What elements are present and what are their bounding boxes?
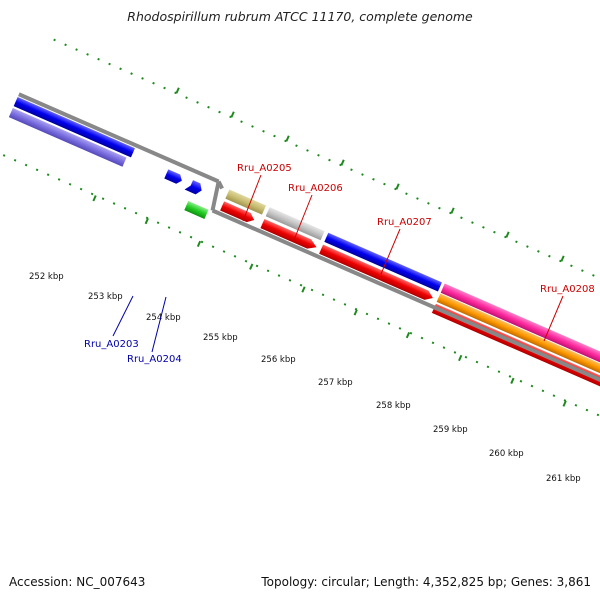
- genome-backbone: [18, 92, 600, 399]
- gene-label-rru-a0203[interactable]: Rru_A0203: [84, 339, 139, 350]
- gene-small-blue-2[interactable]: [184, 179, 204, 196]
- kbp-label: 254 kbp: [146, 313, 181, 323]
- gene-rru-a0207[interactable]: [324, 232, 442, 292]
- gene-label-rru-a0208[interactable]: Rru_A0208: [540, 284, 595, 295]
- kbp-label: 255 kbp: [203, 333, 238, 343]
- map-title: Rhodospirillum rubrum ATCC 11170, comple…: [127, 9, 473, 24]
- inner-tick-track: [2, 154, 600, 425]
- kbp-label: 261 kbp: [546, 474, 581, 484]
- gene-small-blue-1[interactable]: [164, 169, 184, 185]
- gene-label-rru-a0206[interactable]: Rru_A0206: [288, 183, 343, 194]
- gene-gray[interactable]: [265, 207, 325, 241]
- gene-label-rru-a0204[interactable]: Rru_A0204: [127, 354, 182, 365]
- gene-label-rru-a0205[interactable]: Rru_A0205: [237, 163, 292, 174]
- kbp-label: 253 kbp: [88, 292, 123, 302]
- kbp-label: 258 kbp: [376, 401, 411, 411]
- gene-label-rru-a0207[interactable]: Rru_A0207: [377, 217, 432, 228]
- gene-rru-a0208[interactable]: [440, 283, 600, 381]
- topology-text: Topology: circular; Length: 4,352,825 bp…: [261, 575, 591, 589]
- gene-orange[interactable]: [436, 293, 600, 390]
- kbp-label: 256 kbp: [261, 355, 296, 365]
- gene-red-arrow-2[interactable]: [260, 218, 318, 252]
- gene-red-arrow-1[interactable]: [220, 201, 256, 224]
- kbp-label: 257 kbp: [318, 378, 353, 388]
- kbp-label: 260 kbp: [489, 449, 524, 459]
- gene-left-purple[interactable]: [8, 107, 127, 167]
- gene-left-blue[interactable]: [13, 96, 135, 158]
- kbp-label: 259 kbp: [433, 425, 468, 435]
- gene-red-arrow-3[interactable]: [319, 244, 435, 303]
- gene-rru-a0204[interactable]: [184, 200, 209, 219]
- outer-tick-track: [53, 38, 600, 309]
- lower-label-leaders: [112, 295, 167, 353]
- gene-khaki[interactable]: [225, 189, 266, 215]
- kbp-label: 252 kbp: [29, 272, 64, 282]
- accession-text: Accession: NC_007643: [9, 575, 146, 589]
- upper-label-leaders: [242, 174, 564, 342]
